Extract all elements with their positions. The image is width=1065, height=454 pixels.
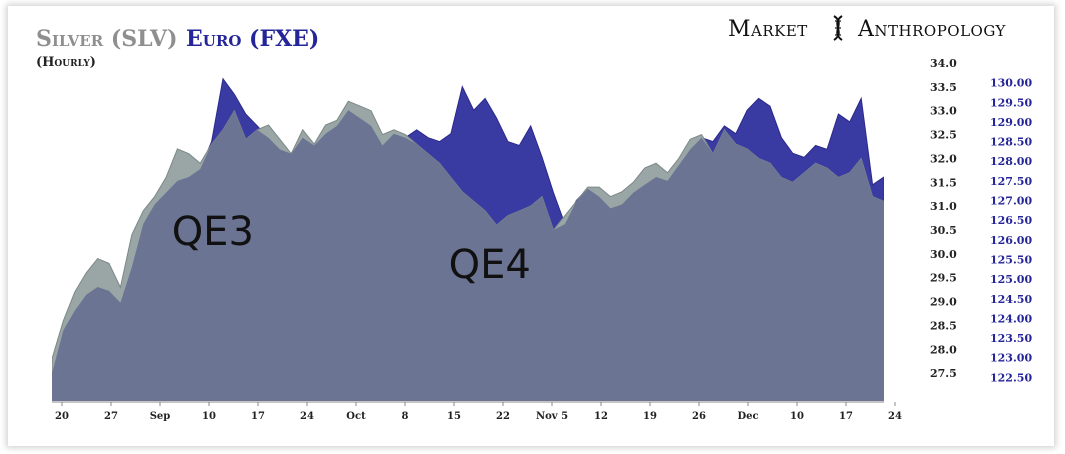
x-tick-label: 24: [888, 411, 902, 422]
x-tick-label: 20: [55, 411, 69, 422]
right-y-tick: 127.00: [990, 195, 1032, 208]
chart-title-euro: Euro (FXE): [186, 26, 319, 52]
left-y-tick: 34.0: [930, 57, 957, 70]
right-y-tick: 123.00: [990, 352, 1032, 365]
right-y-tick: 123.50: [990, 332, 1032, 345]
brand-right-text: Anthropology: [857, 17, 1007, 42]
left-y-tick: 28.5: [930, 319, 957, 332]
left-y-tick: 31.0: [930, 200, 957, 213]
left-y-tick: 29.5: [930, 272, 957, 285]
x-tick-label: Nov 5: [536, 411, 568, 422]
left-y-tick: 32.5: [930, 129, 957, 142]
chart-subtitle: (Hourly): [36, 55, 96, 70]
right-y-tick: 126.50: [990, 214, 1032, 227]
right-y-tick: 128.50: [990, 136, 1032, 149]
x-tick-label: 10: [790, 411, 804, 422]
x-tick-label: 24: [300, 411, 314, 422]
x-tick-label: 27: [104, 411, 118, 422]
x-tick-label: Oct: [346, 411, 366, 422]
x-tick-label: 19: [643, 411, 657, 422]
right-y-tick: 124.00: [990, 312, 1032, 325]
x-tick-label: 22: [496, 411, 510, 422]
right-y-tick: 125.50: [990, 254, 1032, 267]
annotation-qe3: QE3: [172, 209, 254, 255]
left-y-tick: 28.0: [930, 343, 957, 356]
right-y-tick: 129.50: [990, 96, 1032, 109]
left-y-tick: 30.0: [930, 248, 957, 261]
right-y-tick: 127.50: [990, 175, 1032, 188]
left-y-tick: 27.5: [930, 367, 957, 380]
right-y-tick: 122.50: [990, 371, 1032, 384]
right-y-tick: 125.00: [990, 273, 1032, 286]
overlap-area: [52, 110, 884, 401]
x-tick-label: 15: [447, 411, 461, 422]
left-y-tick: 33.5: [930, 81, 957, 94]
chart-title-silver: Silver (SLV): [36, 26, 178, 52]
left-y-tick: 33.0: [930, 105, 957, 118]
x-tick-label: 26: [692, 411, 706, 422]
x-tick-label: Dec: [737, 411, 758, 422]
left-y-tick: 32.0: [930, 152, 957, 165]
left-y-tick: 31.5: [930, 176, 957, 189]
right-y-tick: 124.50: [990, 293, 1032, 306]
right-y-tick: 129.00: [990, 116, 1032, 129]
right-y-tick: 126.00: [990, 234, 1032, 247]
x-tick-label: 10: [202, 411, 216, 422]
left-y-tick: 30.5: [930, 224, 957, 237]
x-tick-label: Sep: [150, 411, 171, 422]
x-tick-label: 17: [251, 411, 265, 422]
x-tick-label: 8: [402, 411, 409, 422]
x-tick-label: 12: [594, 411, 608, 422]
left-y-tick: 29.0: [930, 296, 957, 309]
dna-logo-icon: [833, 15, 843, 41]
x-tick-label: 17: [839, 411, 853, 422]
brand-left-text: Market: [728, 17, 808, 42]
right-y-tick: 128.00: [990, 155, 1032, 168]
annotation-qe4: QE4: [449, 242, 531, 288]
right-y-tick: 130.00: [990, 77, 1032, 90]
